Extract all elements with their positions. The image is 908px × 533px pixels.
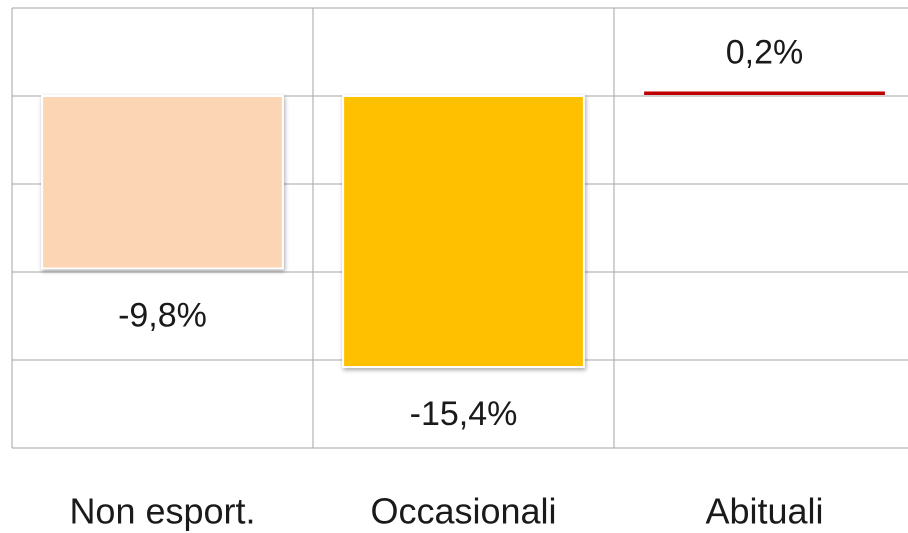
bar bbox=[644, 91, 885, 95]
x-tick-label: Abituali bbox=[705, 491, 823, 532]
data-label: 0,2% bbox=[726, 33, 804, 71]
data-label: -15,4% bbox=[410, 395, 518, 433]
bar bbox=[41, 95, 284, 270]
x-tick-label: Non esport. bbox=[69, 491, 255, 532]
data-label: -9,8% bbox=[118, 296, 207, 334]
bar bbox=[342, 95, 585, 369]
x-tick-label: Occasionali bbox=[370, 491, 556, 532]
